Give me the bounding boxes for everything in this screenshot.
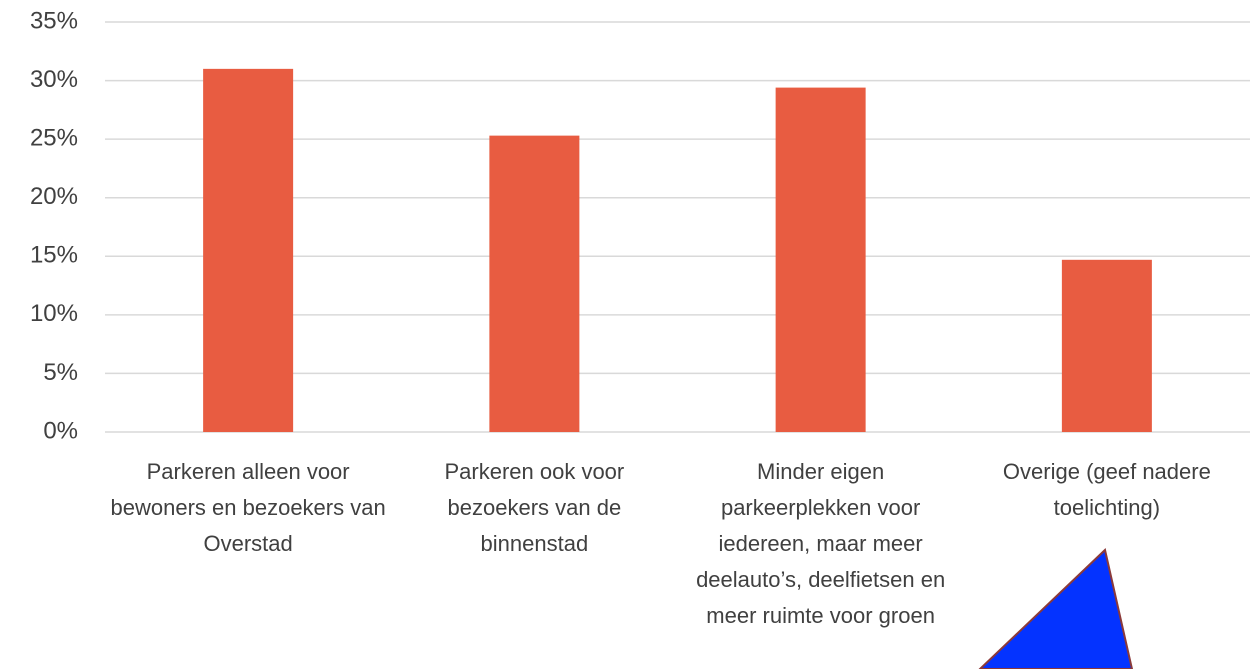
x-tick-label: Minder eigen parkeerplekken voor iederee… <box>696 459 946 628</box>
y-tick-label: 15% <box>30 242 78 269</box>
x-tick-label: Parkeren ook voor bezoekers van de binne… <box>444 459 625 556</box>
y-tick-label: 30% <box>30 66 78 93</box>
triangle-shape <box>978 548 1134 669</box>
y-tick-label: 0% <box>43 417 78 444</box>
bar <box>489 135 580 432</box>
bar <box>203 68 294 432</box>
y-tick-label: 10% <box>30 300 78 327</box>
x-tick-label: Overige (geef nadere toelichting) <box>1002 459 1211 520</box>
y-tick-label: 35% <box>30 7 78 34</box>
bar <box>1061 259 1152 432</box>
y-tick-label: 20% <box>30 183 78 210</box>
bar <box>775 87 866 432</box>
y-tick-label: 25% <box>30 124 78 151</box>
y-tick-label: 5% <box>43 359 78 386</box>
x-tick-label: Parkeren alleen voor bewoners en bezoeke… <box>110 459 386 556</box>
